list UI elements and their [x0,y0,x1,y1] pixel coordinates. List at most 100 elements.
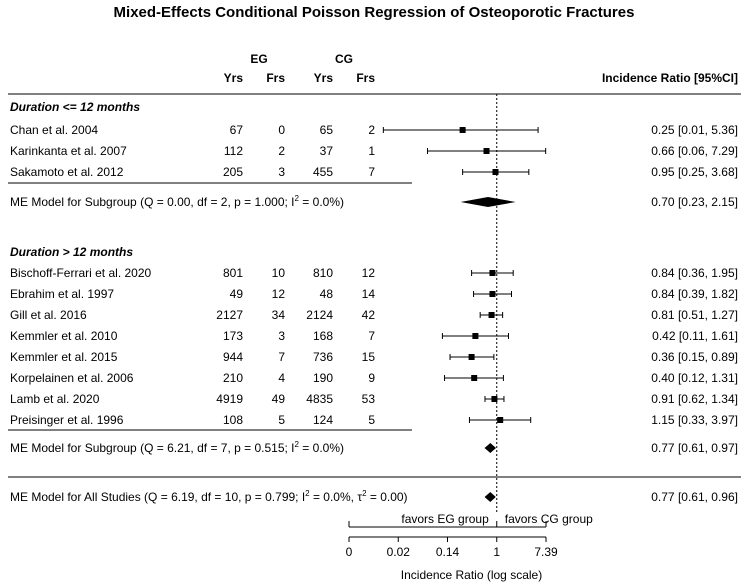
point-estimate [471,375,478,381]
x-tick-label: 0.02 [387,545,411,559]
cg-yrs-cell: 736 [313,350,333,364]
cg-yrs-cell: 48 [320,287,334,301]
ci-text: 0.40 [0.12, 1.31] [651,371,738,385]
point-estimate [488,312,495,318]
ci-text: 0.36 [0.15, 0.89] [651,350,738,364]
model-label: ME Model for Subgroup (Q = 6.21, df = 7,… [10,440,344,455]
study-label: Gill et al. 2016 [10,308,87,322]
cg-yrs-cell: 2124 [306,308,333,322]
cg-yrs-cell: 65 [320,123,334,137]
cg-frs-cell: 53 [362,392,376,406]
study-label: Kemmler et al. 2015 [10,350,118,364]
model-label: ME Model for All Studies (Q = 6.19, df =… [10,489,408,504]
ci-text: 0.42 [0.11, 1.61] [652,329,738,343]
ci-text: 0.70 [0.23, 2.15] [651,195,738,209]
eg-frs-cell: 2 [278,144,285,158]
eg-frs-cell: 7 [278,350,285,364]
point-estimate [489,270,496,276]
eg-frs-cell: 3 [278,165,285,179]
cg-yrs-cell: 124 [313,413,333,427]
eg-yrs-cell: 108 [223,413,243,427]
x-tick-label: 0.14 [436,545,460,559]
x-tick-label: 7.39 [534,545,558,559]
eg-yrs-header: Yrs [224,71,244,85]
point-estimate [472,333,479,339]
cg-group-header: CG [335,52,353,66]
eg-frs-cell: 5 [278,413,285,427]
eg-frs-cell: 3 [278,329,285,343]
eg-yrs-cell: 2127 [216,308,243,322]
eg-frs-cell: 49 [272,392,286,406]
cg-frs-cell: 9 [368,371,375,385]
cg-frs-cell: 42 [362,308,376,322]
study-label: Korpelainen et al. 2006 [10,371,134,385]
cg-yrs-cell: 810 [313,266,333,280]
cg-yrs-cell: 4835 [306,392,333,406]
ci-text: 0.25 [0.01, 5.36] [651,123,738,137]
cg-yrs-header: Yrs [314,71,334,85]
x-tick-label: 1 [493,545,500,559]
eg-frs-cell: 10 [272,266,286,280]
cg-frs-cell: 1 [368,144,375,158]
x-axis-title: Incidence Ratio (log scale) [401,568,542,582]
cg-frs-cell: 7 [368,165,375,179]
point-estimate [459,127,466,133]
ci-text: 0.77 [0.61, 0.97] [651,441,738,455]
eg-group-header: EG [250,52,267,66]
eg-frs-cell: 12 [272,287,286,301]
ci-text: 0.84 [0.36, 1.95] [651,266,738,280]
subgroup-heading: Duration > 12 months [10,245,133,259]
ci-text: 0.77 [0.61, 0.96] [651,490,738,504]
cg-yrs-cell: 168 [313,329,333,343]
study-label: Kemmler et al. 2010 [10,329,118,343]
x-tick-label: 0 [346,545,353,559]
eg-yrs-cell: 112 [224,144,243,158]
model-label-tau: = 0.00) [367,490,408,504]
model-label-tail: = 0.0%) [299,195,344,209]
study-label: Sakamoto et al. 2012 [10,165,124,179]
study-label: Chan et al. 2004 [10,123,98,137]
ci-text: 0.66 [0.06, 7.29] [651,144,738,158]
eg-frs-cell: 0 [278,123,285,137]
eg-yrs-cell: 944 [223,350,243,364]
point-estimate [491,396,498,402]
cg-yrs-cell: 455 [313,165,333,179]
point-estimate [497,417,504,423]
cg-frs-cell: 12 [362,266,376,280]
chart-title: Mixed-Effects Conditional Poisson Regres… [114,4,635,21]
model-label-tail: = 0.0%) [299,441,344,455]
eg-yrs-cell: 210 [223,371,243,385]
tau2-superscript: 2 [362,489,367,498]
i2-superscript: 2 [295,194,300,203]
favors-eg-label: favors EG group [401,512,489,526]
cg-frs-cell: 15 [362,350,376,364]
cg-frs-cell: 5 [368,413,375,427]
summary-diamond [484,492,496,502]
ci-text: 1.15 [0.33, 3.97] [651,413,738,427]
favors-cg-label: favors CG group [505,512,593,526]
eg-yrs-cell: 67 [230,123,244,137]
cg-frs-header: Frs [356,71,375,85]
cg-frs-cell: 14 [362,287,376,301]
model-label-tail: = 0.0%, τ [310,490,363,504]
point-estimate [483,148,490,154]
summary-diamond [460,197,516,207]
model-label-text: ME Model for All Studies (Q = 6.19, df =… [10,490,305,504]
effect-header: Incidence Ratio [95%CI] [602,71,738,85]
summary-diamond [484,443,496,453]
eg-yrs-cell: 49 [230,287,244,301]
eg-frs-cell: 34 [272,308,286,322]
point-estimate [489,291,496,297]
cg-yrs-cell: 190 [313,371,333,385]
ci-text: 0.91 [0.62, 1.34] [651,392,738,406]
model-label: ME Model for Subgroup (Q = 0.00, df = 2,… [10,194,344,209]
study-label: Preisinger et al. 1996 [10,413,124,427]
study-label: Bischoff-Ferrari et al. 2020 [10,266,152,280]
subgroup-heading: Duration <= 12 months [10,100,140,114]
eg-yrs-cell: 4919 [216,392,243,406]
model-label-text: ME Model for Subgroup (Q = 0.00, df = 2,… [10,195,295,209]
ci-text: 0.81 [0.51, 1.27] [651,308,738,322]
eg-frs-header: Frs [266,71,285,85]
point-estimate [468,354,475,360]
